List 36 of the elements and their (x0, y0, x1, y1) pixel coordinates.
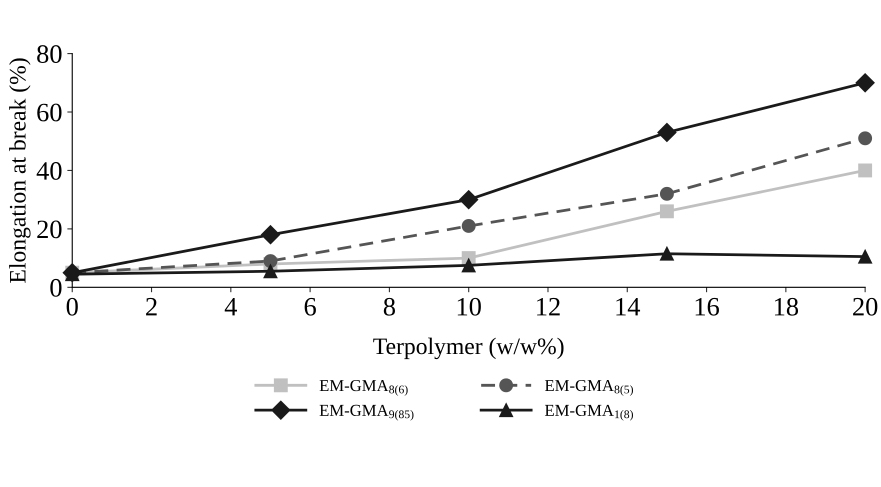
y-tick-label: 20 (37, 220, 62, 238)
y-tick-label: 80 (37, 45, 62, 63)
legend-label: EM-GMA$_{1(8)}$ (544, 404, 633, 421)
point (462, 258, 476, 272)
point (858, 164, 872, 178)
point (660, 246, 674, 261)
y-axis-title: Elongation at break (%) (9, 58, 31, 283)
x-tick-label: 4 (224, 298, 238, 316)
point (858, 250, 872, 264)
point (657, 122, 676, 142)
x-tick-label: 2 (146, 298, 157, 316)
x-tick-label: 12 (537, 298, 560, 316)
y-tick-label: 0 (50, 278, 62, 297)
point (264, 254, 278, 268)
point (459, 190, 478, 210)
point (858, 131, 872, 146)
y-tick-label: 60 (37, 104, 62, 122)
x-tick-label: 6 (304, 298, 316, 316)
point (260, 225, 280, 244)
x-axis-title: Terpolymer (w/w%) (373, 338, 564, 360)
point (856, 73, 875, 92)
point (462, 219, 476, 233)
y-tick-label: 40 (36, 162, 62, 180)
x-tick-label: 16 (696, 298, 719, 316)
x-tick-label: 10 (458, 298, 481, 316)
legend-label: EM-GMA$_{8(5)}$ (544, 380, 633, 396)
x-tick-label: 8 (384, 298, 395, 316)
x-tick-label: 0 (66, 298, 78, 316)
legend-label: EM-GMA$_{9(85)}$ (320, 404, 414, 421)
point (660, 186, 674, 201)
x-tick-label: 20 (853, 298, 878, 316)
legend-label: EM-GMA$_{8(6)}$ (320, 380, 408, 396)
point (264, 264, 278, 278)
x-tick-label: 14 (616, 298, 640, 316)
point (660, 204, 674, 218)
x-tick-label: 18 (774, 298, 798, 316)
